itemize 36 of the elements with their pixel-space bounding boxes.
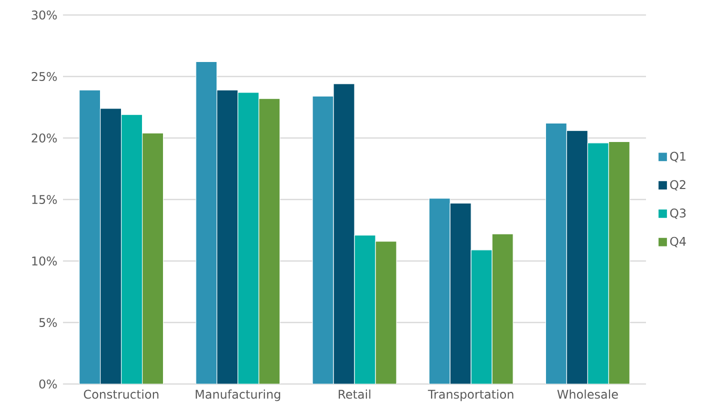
- bar: [196, 61, 218, 384]
- bar: [492, 234, 514, 384]
- y-tick-label: 25%: [32, 72, 57, 82]
- x-tick-label: Manufacturing: [196, 390, 280, 402]
- legend-label: Q2: [670, 180, 686, 191]
- y-tick-label: 0%: [39, 379, 57, 389]
- bar: [429, 198, 450, 384]
- legend-label: Q1: [670, 152, 686, 162]
- bar: [354, 234, 376, 384]
- bar: [79, 90, 101, 384]
- x-tick-label: Retail: [338, 390, 370, 399]
- bar: [216, 90, 238, 384]
- y-tick-label: 30%: [32, 10, 57, 20]
- legend-label: Q4: [670, 236, 686, 248]
- bar: [471, 250, 492, 384]
- x-tick-label: Construction: [84, 390, 158, 399]
- bar: [333, 84, 355, 384]
- y-tick-label: 15%: [32, 194, 57, 204]
- bar: [312, 96, 334, 384]
- bar: [375, 241, 397, 384]
- bar: [587, 142, 610, 384]
- y-tick-label: 5%: [39, 318, 57, 328]
- bar: [142, 132, 164, 384]
- x-tick-label: Wholesale: [557, 390, 618, 399]
- bar: [121, 114, 143, 384]
- bar: [100, 108, 122, 384]
- legend-label: Q3: [670, 208, 686, 219]
- y-tick-label: 10%: [32, 256, 57, 266]
- bar: [566, 130, 588, 384]
- bar: [545, 122, 568, 384]
- y-tick-label: 20%: [32, 133, 57, 143]
- x-tick-label: Transportation: [428, 390, 514, 402]
- bar: [258, 98, 280, 384]
- bar: [238, 92, 260, 384]
- bar: [608, 141, 630, 384]
- bar: [450, 203, 472, 384]
